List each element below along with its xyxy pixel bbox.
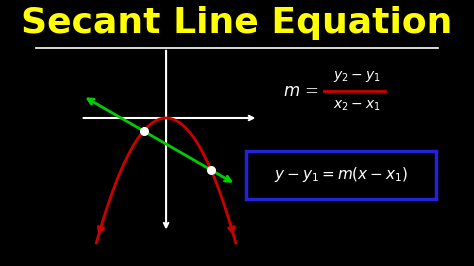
Text: Secant Line Equation: Secant Line Equation [21, 6, 453, 40]
Text: $m$ =: $m$ = [283, 82, 319, 99]
Text: $y_2-y_1$: $y_2-y_1$ [333, 69, 381, 84]
Text: $x_2-x_1$: $x_2-x_1$ [333, 99, 381, 113]
Text: $y-y_1 = m(x-x_1)$: $y-y_1 = m(x-x_1)$ [273, 165, 408, 185]
FancyBboxPatch shape [246, 151, 436, 199]
